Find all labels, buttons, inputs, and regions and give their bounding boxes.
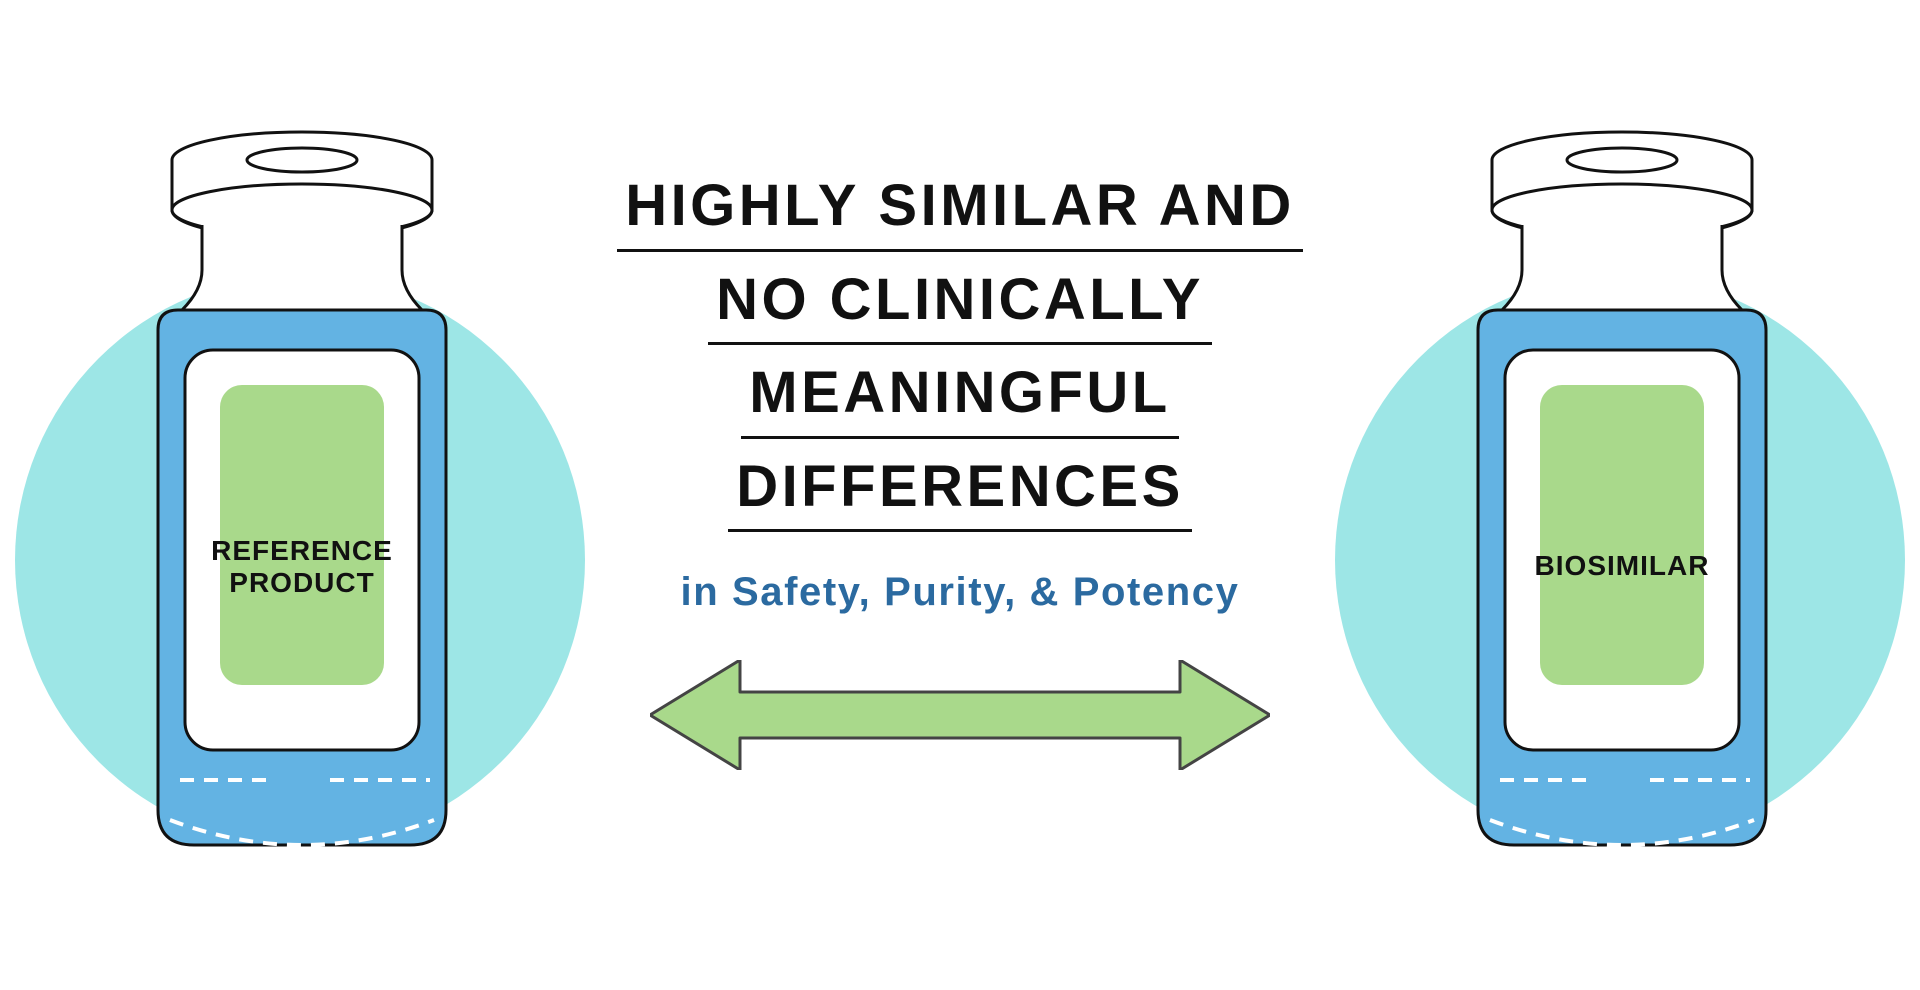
double-arrow-svg	[650, 660, 1270, 770]
headline-line4: DIFFERENCES	[728, 451, 1192, 533]
left-vial-body: REFERENCE PRODUCT	[158, 132, 446, 845]
right-vial-body: BIOSIMILAR	[1478, 132, 1766, 845]
headline: HIGHLY SIMILAR AND NO CLINICALLY MEANING…	[510, 170, 1410, 544]
subline-text: in Safety, Purity, & Potency	[681, 570, 1240, 615]
left-vial-label-line2: PRODUCT	[229, 567, 374, 598]
headline-line2: NO CLINICALLY	[708, 264, 1212, 346]
headline-line3: MEANINGFUL	[741, 357, 1178, 439]
subline-block: in Safety, Purity, & Potency	[681, 570, 1240, 615]
left-vial-label-line1: REFERENCE	[211, 535, 393, 566]
double-arrow	[650, 660, 1270, 775]
center-text-block: HIGHLY SIMILAR AND NO CLINICALLY MEANING…	[510, 170, 1410, 544]
double-arrow-shape	[650, 660, 1270, 770]
headline-line1: HIGHLY SIMILAR AND	[617, 170, 1303, 252]
right-vial-label-line1: BIOSIMILAR	[1535, 550, 1710, 581]
infographic-stage: REFERENCE PRODUCT BIOSIMILAR	[0, 0, 1920, 990]
